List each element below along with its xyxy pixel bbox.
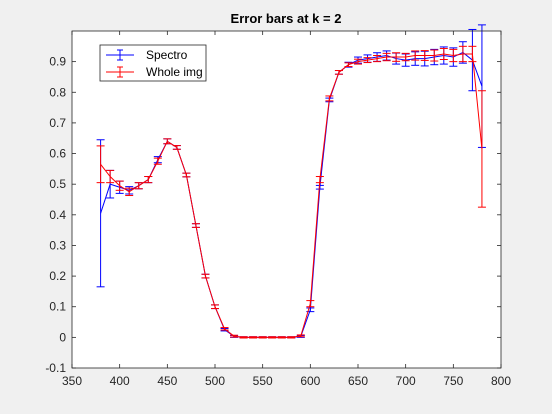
y-tick-label: 0.1 bbox=[49, 300, 66, 314]
y-tick-label: -0.1 bbox=[45, 361, 66, 375]
errorbar-whole-img bbox=[239, 336, 248, 339]
errorbar-whole-img bbox=[306, 300, 315, 308]
legend-item-whole-img: Whole img bbox=[106, 65, 203, 79]
y-tick-label: 0.4 bbox=[49, 208, 66, 222]
errorbar-whole-img bbox=[258, 336, 267, 339]
x-tick-label: 600 bbox=[300, 374, 320, 388]
errorbar-whole-img bbox=[249, 336, 258, 339]
errorbar-whole-img bbox=[277, 336, 286, 339]
series-whole-img bbox=[96, 45, 486, 339]
axes-box bbox=[71, 30, 502, 369]
errorbar-whole-img bbox=[268, 336, 277, 339]
x-tick-label: 750 bbox=[443, 374, 463, 388]
x-tick-label: 550 bbox=[253, 374, 273, 388]
plot-series bbox=[96, 24, 486, 339]
errorbar-whole-img bbox=[163, 138, 172, 145]
axes-frame bbox=[71, 30, 502, 369]
errorbar-whole-img bbox=[153, 157, 162, 165]
errorbar-whole-img bbox=[96, 145, 105, 184]
errorbar-whole-img bbox=[201, 273, 210, 279]
errorbar-whole-img bbox=[287, 336, 296, 339]
y-tick-label: 0.5 bbox=[49, 177, 66, 191]
chart-title: Error bars at k = 2 bbox=[231, 11, 342, 26]
errorbar-whole-img bbox=[334, 70, 343, 75]
legend-label-spectro: Spectro bbox=[146, 48, 188, 62]
errorbar-whole-img bbox=[392, 52, 401, 62]
errorbar-whole-img bbox=[134, 182, 143, 190]
errorbar-whole-img bbox=[382, 52, 391, 62]
legend-item-spectro: Spectro bbox=[106, 48, 188, 62]
errorbar-whole-img bbox=[230, 334, 239, 338]
errorbar-whole-img bbox=[144, 176, 153, 184]
legend-box bbox=[99, 44, 207, 82]
errorbar-whole-img bbox=[439, 47, 448, 60]
legend-label-whole-img: Whole img bbox=[146, 65, 203, 79]
y-axis: -0.1 0 0.1 0.2 0.3 0.4 0.5 0.6 0.7 0.8 0.9 bbox=[45, 55, 501, 375]
errorbar-whole-img bbox=[449, 48, 458, 63]
x-tick-label: 500 bbox=[205, 374, 225, 388]
y-tick-label: 0.9 bbox=[49, 55, 66, 69]
errorbar-whole-img bbox=[373, 55, 382, 63]
x-tick-label: 450 bbox=[157, 374, 177, 388]
y-tick-label: 0.6 bbox=[49, 147, 66, 161]
errorbar-whole-img bbox=[296, 334, 305, 338]
errorbar-whole-img bbox=[354, 58, 362, 65]
x-axis: 350 400 450 500 550 600 650 700 750 800 bbox=[62, 31, 511, 388]
x-tick-label: 800 bbox=[491, 374, 511, 388]
errorbar-whole-img bbox=[363, 57, 372, 64]
x-tick-label: 700 bbox=[396, 374, 416, 388]
y-tick-label: 0.8 bbox=[49, 85, 66, 99]
y-tick-label: 0 bbox=[59, 330, 66, 344]
y-tick-label: 0.2 bbox=[49, 269, 66, 283]
x-tick-label: 400 bbox=[110, 374, 130, 388]
errorbar-whole-img bbox=[182, 172, 191, 178]
errorbar-whole-img bbox=[325, 95, 334, 102]
y-tick-label: 0.7 bbox=[49, 116, 66, 130]
errorbar-whole-img bbox=[477, 90, 486, 208]
errorbar-whole-img bbox=[172, 145, 181, 150]
errorbar-whole-img bbox=[420, 50, 429, 61]
errorbar-whole-img bbox=[468, 45, 477, 63]
errorbar-whole-img bbox=[125, 187, 134, 197]
errorbar-whole-img bbox=[220, 327, 229, 331]
y-tick-label: 0.3 bbox=[49, 238, 66, 252]
legend: Spectro Whole img bbox=[99, 44, 207, 82]
errorbar-whole-img bbox=[458, 45, 467, 63]
x-tick-label: 650 bbox=[348, 374, 368, 388]
axes-background bbox=[72, 31, 501, 368]
errorbar-whole-img bbox=[106, 169, 115, 184]
errorbar-whole-img bbox=[344, 62, 353, 68]
errorbar-whole-img bbox=[191, 223, 200, 228]
errorbar-whole-img bbox=[430, 49, 439, 62]
errorbar-whole-img bbox=[315, 176, 324, 184]
errorbar-whole-img bbox=[211, 304, 219, 310]
errorbar-whole-img bbox=[115, 180, 124, 191]
errorbar-whole-img bbox=[411, 50, 420, 61]
x-tick-label: 350 bbox=[62, 374, 82, 388]
errorbar-whole-img bbox=[401, 52, 410, 62]
